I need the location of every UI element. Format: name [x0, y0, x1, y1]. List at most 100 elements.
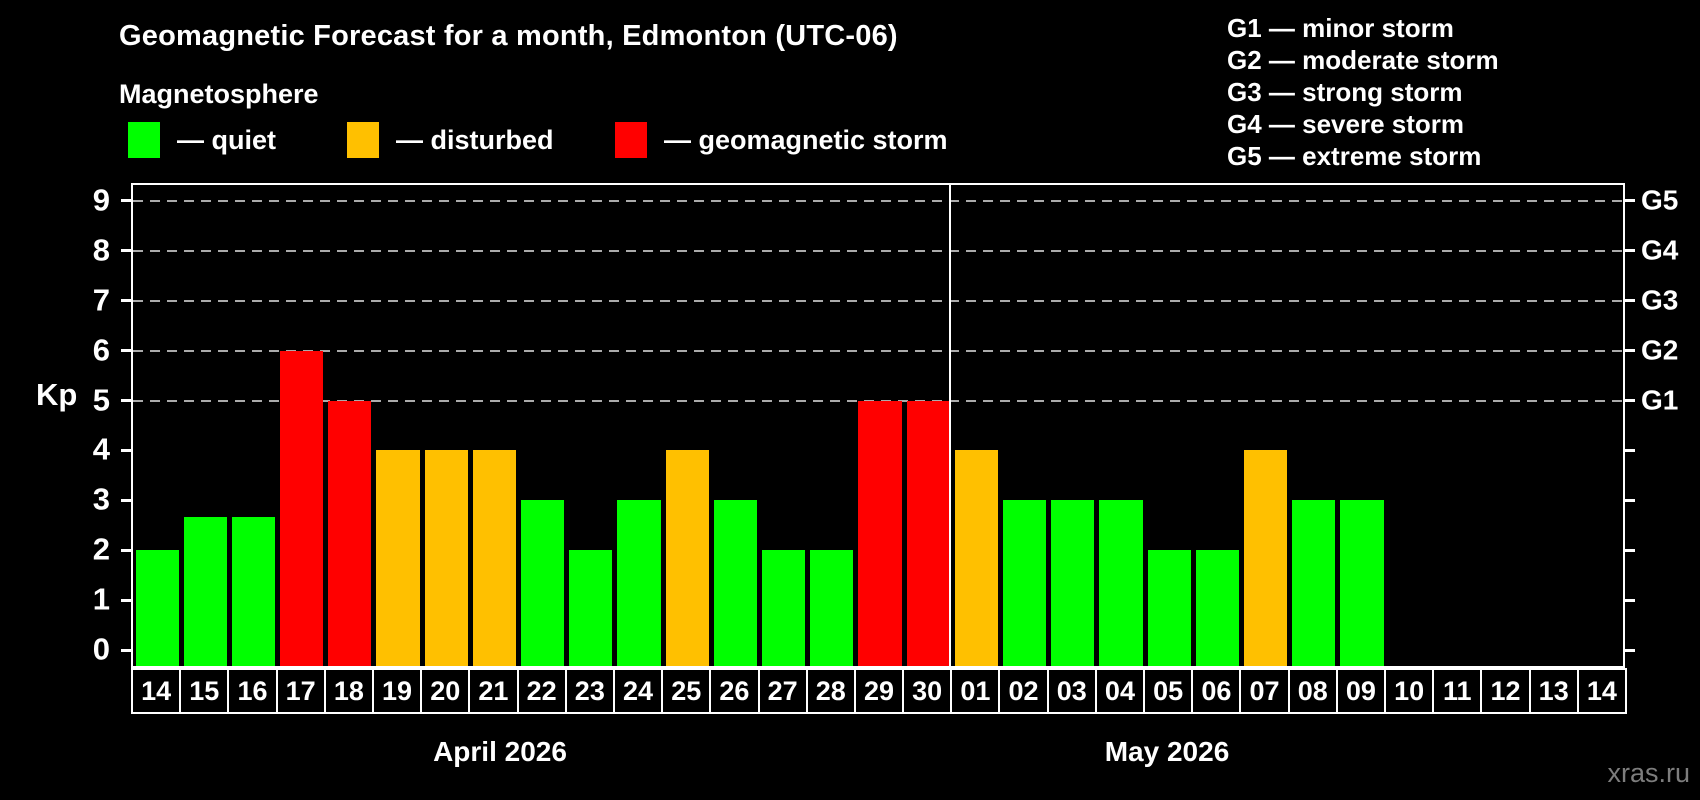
date-cell: 18 — [323, 668, 374, 714]
kp-bar — [858, 400, 902, 666]
gridline-kp8 — [133, 249, 1623, 252]
y-tick-right — [1625, 249, 1635, 253]
kp-bar — [617, 500, 661, 666]
storm-swatch-icon — [615, 122, 647, 158]
y-tick-label: 0 — [92, 631, 110, 667]
kp-bar — [713, 500, 757, 666]
kp-bar — [472, 450, 517, 666]
g-legend-line: G4 — severe storm — [1227, 109, 1465, 139]
date-cell: 29 — [853, 668, 905, 714]
date-cell: 19 — [371, 668, 423, 714]
y-tick-left — [121, 299, 131, 303]
date-cell: 10 — [1384, 668, 1435, 714]
date-cell: 04 — [1094, 668, 1146, 714]
kp-bar — [906, 400, 950, 666]
quiet-swatch-icon — [128, 122, 160, 158]
y-tick-left — [121, 598, 131, 602]
date-cell: 05 — [1143, 668, 1194, 714]
date-cell: 06 — [1191, 668, 1242, 714]
date-cell: 13 — [1528, 668, 1579, 714]
date-cell: 08 — [1287, 668, 1338, 714]
magnetosphere-label: Magnetosphere — [119, 79, 319, 109]
legend-item-quiet: — quiet — [128, 122, 276, 158]
kp-bar — [1147, 550, 1191, 666]
g-legend-line: G5 — extreme storm — [1227, 141, 1482, 171]
kp-bar — [521, 500, 565, 666]
g-axis-label-G2: G2 — [1641, 334, 1679, 366]
watermark: xras.ru — [1607, 758, 1690, 788]
y-tick-label: 3 — [92, 481, 110, 517]
gridline-kp9 — [133, 199, 1623, 202]
date-cell: 21 — [468, 668, 519, 714]
date-cell: 15 — [179, 668, 230, 714]
date-cell: 24 — [612, 668, 664, 714]
y-tick-left — [121, 399, 131, 403]
kp-bar — [1243, 450, 1288, 666]
kp-bar — [376, 450, 420, 666]
chart-title: Geomagnetic Forecast for a month, Edmont… — [119, 20, 898, 52]
date-cell: 14 — [1576, 668, 1627, 714]
kp-bar — [665, 450, 709, 666]
g-axis-label-G1: G1 — [1641, 383, 1679, 415]
kp-bar — [1002, 500, 1047, 666]
y-tick-left — [121, 249, 131, 253]
date-cell: 27 — [757, 668, 808, 714]
y-tick-right — [1625, 349, 1635, 353]
y-axis-title: Kp — [36, 377, 78, 412]
y-tick-left — [121, 498, 131, 502]
y-tick-label: 1 — [92, 581, 110, 617]
g-axis-label-G3: G3 — [1641, 284, 1679, 316]
y-tick-right — [1625, 598, 1635, 602]
date-cell: 14 — [131, 668, 182, 714]
gridline-kp7 — [133, 299, 1623, 302]
y-tick-label: 4 — [92, 431, 110, 467]
date-cell: 11 — [1432, 668, 1483, 714]
y-tick-left — [121, 648, 131, 652]
y-tick-label: 5 — [92, 381, 110, 417]
kp-bar — [424, 450, 468, 666]
g-axis-label-G5: G5 — [1641, 184, 1679, 216]
gridline-kp5 — [133, 399, 1623, 402]
y-tick-label: 7 — [92, 282, 110, 318]
g-legend-line: G1 — minor storm — [1227, 13, 1454, 43]
month-label: May 2026 — [1104, 736, 1230, 767]
kp-bar — [1292, 500, 1336, 666]
kp-bar — [1340, 500, 1384, 666]
y-tick-left — [121, 349, 131, 353]
y-tick-right — [1625, 648, 1635, 652]
date-cell: 30 — [902, 668, 953, 714]
date-cell: 23 — [564, 668, 615, 714]
kp-bar — [810, 550, 854, 666]
kp-bar — [762, 550, 806, 666]
legend-item-disturbed: — disturbed — [347, 122, 554, 158]
y-tick-right — [1625, 498, 1635, 502]
kp-bar — [328, 400, 372, 666]
y-tick-left — [121, 448, 131, 452]
legend-item-storm: — geomagnetic storm — [615, 122, 948, 158]
y-tick-left — [121, 548, 131, 552]
kp-bar — [569, 550, 613, 666]
y-tick-right — [1625, 399, 1635, 403]
y-tick-label: 6 — [92, 331, 110, 367]
gridline-kp6 — [133, 349, 1623, 352]
kp-bar — [1195, 550, 1239, 666]
y-tick-right — [1625, 448, 1635, 452]
g-axis-label-G4: G4 — [1641, 234, 1679, 266]
g-legend-line: G2 — moderate storm — [1227, 45, 1499, 75]
month-divider-line — [949, 183, 952, 668]
kp-bar — [280, 350, 324, 666]
y-tick-label: 8 — [92, 232, 110, 268]
g-legend-line: G3 — strong storm — [1227, 77, 1463, 107]
date-cell: 26 — [709, 668, 760, 714]
legend-item-label: — disturbed — [396, 124, 554, 155]
y-tick-right — [1625, 548, 1635, 552]
kp-bar — [231, 516, 276, 666]
y-tick-label: 9 — [92, 182, 110, 218]
kp-bar — [135, 550, 179, 666]
date-cell: 01 — [950, 668, 1001, 714]
month-label: April 2026 — [433, 736, 567, 767]
date-cell: 03 — [1046, 668, 1097, 714]
date-cell: 12 — [1480, 668, 1531, 714]
g-scale-legend: G1 — minor storm G2 — moderate storm G3 — … — [1227, 12, 1499, 172]
date-cell: 17 — [275, 668, 326, 714]
